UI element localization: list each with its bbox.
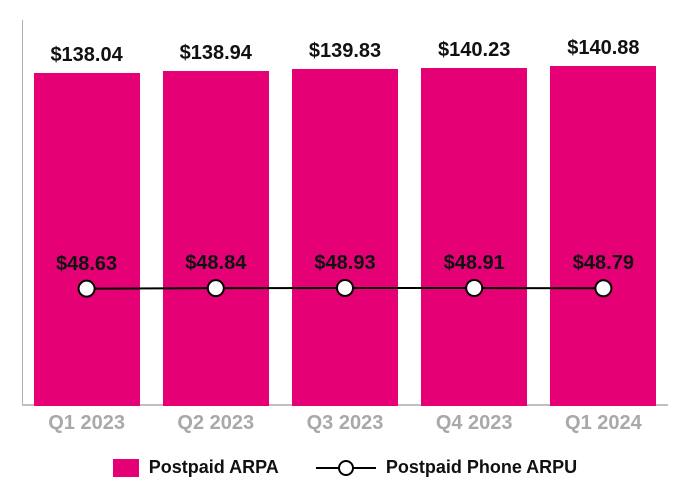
line-value-label: $48.63 [22,253,151,276]
bar [550,66,656,406]
line-value-label: $48.91 [410,252,539,275]
arpa-arpu-chart: $138.04$48.63$138.94$48.84$139.83$48.93$… [22,20,668,480]
y-axis [22,20,23,406]
line-value-label: $48.84 [151,252,280,275]
x-axis-label: Q1 2024 [539,412,668,435]
x-axis-label: Q3 2023 [280,412,409,435]
x-axis-label: Q1 2023 [22,412,151,435]
plot-area: $138.04$48.63$138.94$48.84$139.83$48.93$… [22,20,668,406]
legend-label-arpa: Postpaid ARPA [149,457,279,477]
legend: Postpaid ARPA Postpaid Phone ARPU [22,456,668,478]
bar-value-label: $138.04 [22,44,151,67]
legend-label-arpu: Postpaid Phone ARPU [386,457,577,477]
bar [34,73,140,406]
bar-value-label: $140.88 [539,37,668,60]
legend-line-icon [316,459,376,477]
legend-item-arpa: Postpaid ARPA [113,457,279,478]
x-axis-label: Q2 2023 [151,412,280,435]
bar [421,68,527,406]
legend-swatch-arpa [113,459,139,477]
line-value-label: $48.93 [280,252,409,275]
legend-item-arpu: Postpaid Phone ARPU [316,457,577,478]
x-axis-label: Q4 2023 [410,412,539,435]
bar-value-label: $138.94 [151,42,280,65]
line-value-label: $48.79 [539,252,668,275]
bar-value-label: $140.23 [410,39,539,62]
bar-value-label: $139.83 [280,40,409,63]
bar [292,69,398,406]
bar [163,71,269,406]
